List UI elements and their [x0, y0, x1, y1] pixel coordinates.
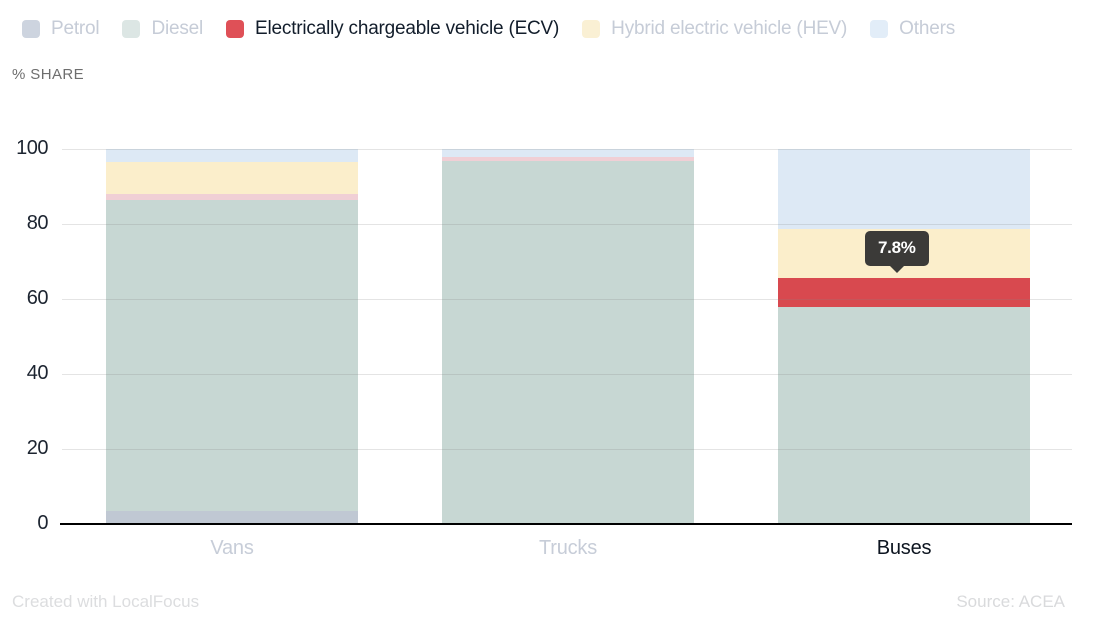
tooltip: 7.8%: [865, 230, 929, 266]
segment-vans-ecv[interactable]: [106, 194, 358, 200]
legend-item-hybrid-electric-vehicle-hev-[interactable]: Hybrid electric vehicle (HEV): [582, 18, 847, 40]
tooltip-value: 7.8%: [878, 237, 916, 257]
legend-swatch-icon: [582, 20, 601, 38]
legend-label: Others: [899, 18, 955, 39]
y-tick-label-40: 40: [26, 362, 49, 384]
y-tick-label-0: 0: [37, 512, 48, 534]
segment-buses-ecv[interactable]: [778, 277, 1030, 307]
legend-item-others[interactable]: Others: [870, 18, 955, 40]
segment-trucks-others[interactable]: [442, 149, 694, 157]
segment-vans-others[interactable]: [106, 149, 358, 163]
legend: Petrol Diesel Electrically chargeable vehi…: [22, 18, 955, 40]
gridline-60: [62, 299, 1072, 300]
gridline-40: [62, 374, 1072, 375]
x-label-trucks[interactable]: Trucks: [538, 537, 598, 559]
y-tick-label-20: 20: [26, 437, 49, 459]
legend-item-ecv[interactable]: Electrically chargeable vehicle (ECV): [226, 18, 559, 40]
legend-item-diesel[interactable]: Diesel: [122, 18, 203, 40]
bar-trucks: [442, 149, 694, 524]
segment-trucks-diesel[interactable]: [442, 161, 694, 524]
y-tick-label-100: 100: [16, 137, 48, 159]
gridline-100: [62, 149, 1072, 150]
y-tick-label-80: 80: [26, 212, 49, 234]
y-axis-title: % SHARE: [12, 66, 84, 83]
plot-area: [60, 149, 1072, 525]
bar-vans: [106, 149, 358, 524]
segment-trucks-ecv[interactable]: [442, 156, 694, 161]
legend-swatch-icon: [870, 20, 889, 38]
legend-label: Petrol: [51, 18, 100, 39]
legend-label: Hybrid electric vehicle (HEV): [611, 18, 848, 39]
segment-vans-diesel[interactable]: [106, 199, 358, 511]
segment-vans-hev[interactable]: [106, 162, 358, 194]
segment-vans-petrol[interactable]: [106, 510, 358, 524]
legend-swatch-icon: [22, 20, 40, 38]
x-label-buses[interactable]: Buses: [876, 537, 932, 559]
legend-label: Electrically chargeable vehicle (ECV): [255, 18, 560, 39]
x-axis-line: [60, 523, 1072, 525]
legend-swatch-icon: [226, 20, 245, 38]
legend-label: Diesel: [151, 18, 204, 39]
legend-item-petrol[interactable]: Petrol: [22, 18, 100, 40]
gridline-80: [62, 224, 1072, 225]
y-tick-label-60: 60: [26, 287, 49, 309]
segment-buses-others[interactable]: [778, 149, 1030, 229]
gridline-20: [62, 449, 1072, 450]
x-label-vans[interactable]: Vans: [210, 537, 254, 559]
source-text: Source: ACEA: [956, 592, 1065, 611]
credit-text: Created with LocalFocus: [12, 592, 200, 611]
legend-swatch-icon: [122, 20, 141, 38]
bar-buses: [778, 149, 1030, 524]
segment-buses-diesel[interactable]: [778, 306, 1030, 524]
